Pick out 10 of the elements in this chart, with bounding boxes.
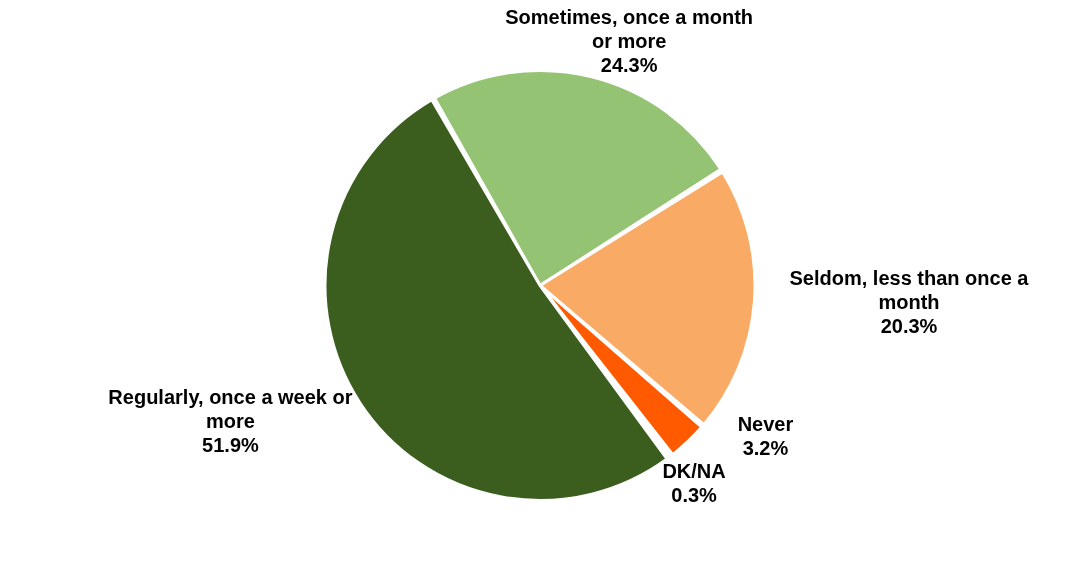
slice-label: Sometimes, once a month or more bbox=[505, 6, 754, 53]
data-label: 51.9% bbox=[202, 433, 260, 456]
data-label: 20.3% bbox=[880, 315, 938, 338]
data-label: 3.2% bbox=[742, 437, 789, 460]
data-label: 24.3% bbox=[600, 54, 658, 77]
data-label: 0.3% bbox=[671, 484, 718, 507]
slice-label: Regularly, once a week or more bbox=[108, 385, 353, 432]
slice-label: Never bbox=[737, 413, 794, 436]
slice-label: DK/NA bbox=[662, 460, 726, 483]
slice-label: Seldom, less than once a month bbox=[789, 267, 1030, 314]
